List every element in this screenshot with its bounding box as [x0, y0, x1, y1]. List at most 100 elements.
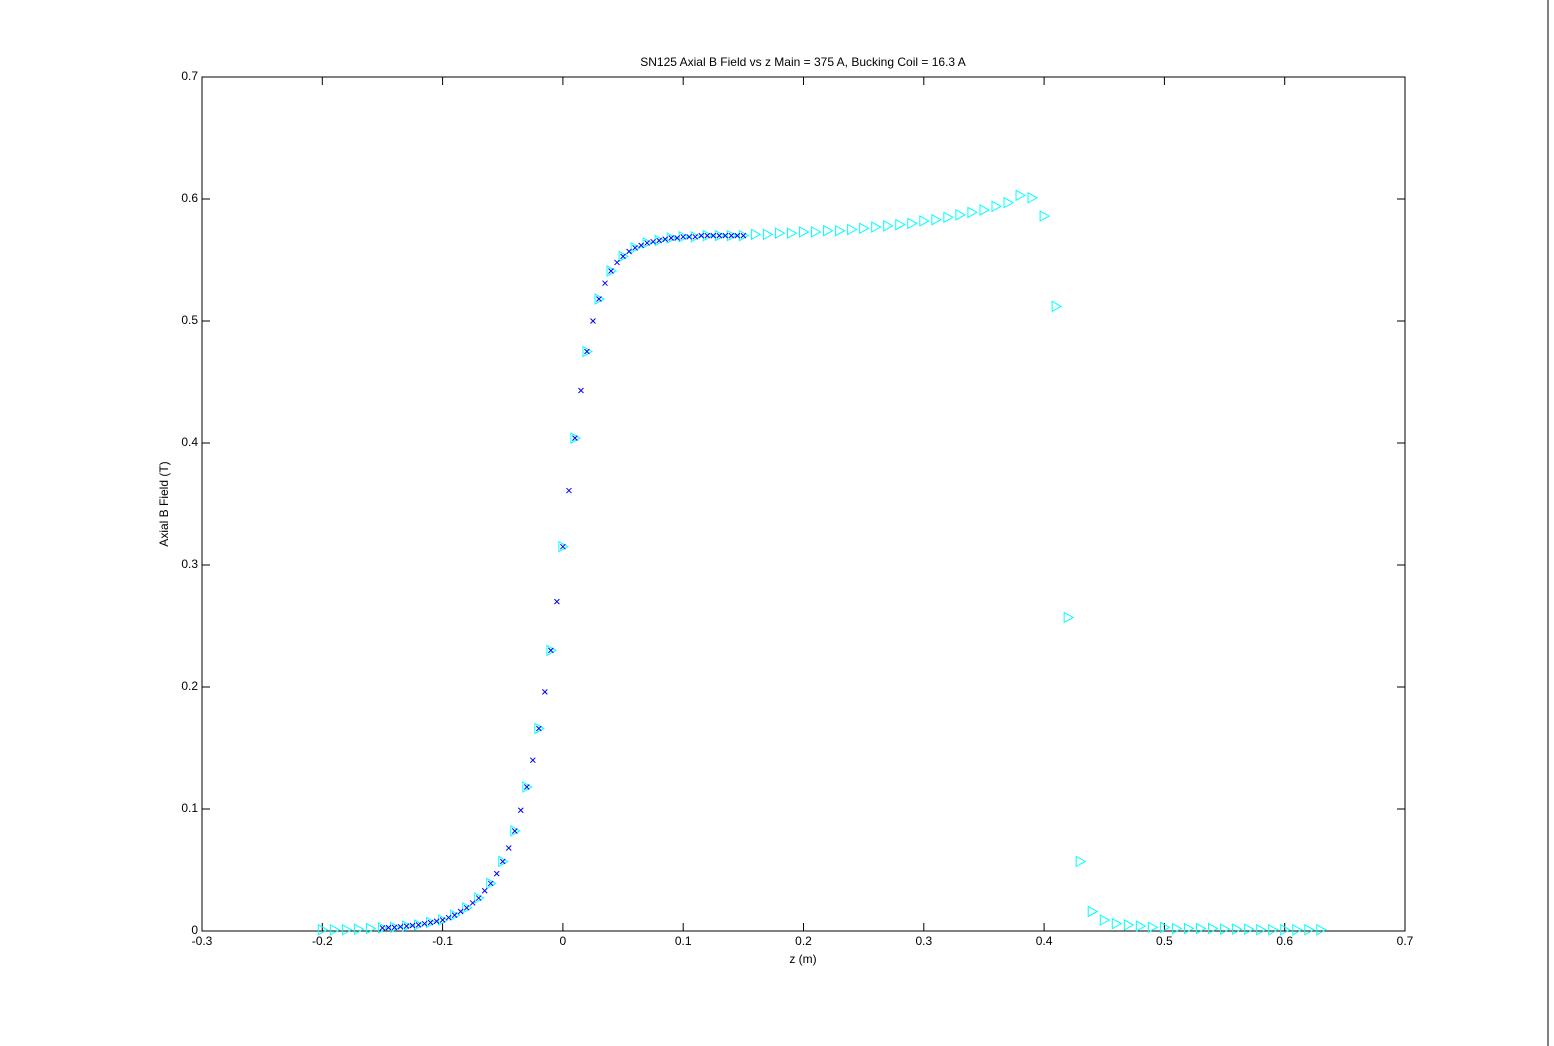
data-point: [728, 232, 735, 239]
data-point: [931, 213, 942, 226]
data-point: [548, 647, 554, 654]
data-point: [1003, 196, 1015, 209]
data-point: [907, 217, 918, 230]
data-point: [608, 268, 614, 274]
data-point: [662, 236, 669, 243]
data-point: [1063, 611, 1075, 624]
data-point: [426, 916, 437, 929]
data-point: [353, 923, 365, 936]
data-point: [680, 233, 687, 240]
data-point: [474, 892, 485, 904]
data-point: [511, 828, 518, 834]
x-tick-label: 0.4: [1036, 934, 1053, 948]
data-point: [991, 200, 1003, 213]
data-point: [1183, 922, 1195, 935]
y-tick-label: 0.5: [181, 313, 198, 327]
data-point: [1256, 923, 1267, 936]
y-tick-label: 0.3: [181, 557, 198, 571]
x-tick-label: 0.5: [1156, 934, 1173, 948]
data-point: [1147, 921, 1159, 934]
data-point: [1268, 923, 1279, 936]
data-point: [1111, 917, 1123, 930]
data-point: [632, 244, 638, 251]
data-point: [644, 240, 650, 246]
y-tick-label: 0.1: [181, 801, 198, 815]
data-point: [594, 293, 606, 305]
data-point: [560, 543, 566, 550]
data-point: [692, 233, 699, 240]
data-point: [1304, 923, 1315, 936]
data-point: [1280, 923, 1291, 936]
data-point: [1075, 855, 1087, 868]
y-tick-label: 0.4: [181, 435, 198, 449]
data-point: [883, 219, 894, 232]
data-point: [542, 689, 548, 695]
data-point: [409, 922, 416, 929]
data-point: [1027, 191, 1039, 204]
data-point: [486, 877, 497, 890]
data-point: [414, 919, 425, 931]
data-point: [895, 218, 906, 231]
data-point: [1039, 210, 1051, 222]
x-tick-label: 0.3: [915, 934, 932, 948]
chart-title: SN125 Axial B Field vs z Main = 375 A, B…: [640, 55, 966, 69]
data-point: [487, 880, 494, 887]
data-point: [385, 924, 392, 931]
data-point: [427, 919, 434, 926]
data-point: [1051, 300, 1063, 313]
data-point: [786, 227, 798, 240]
data-point: [919, 215, 930, 227]
data-point: [606, 265, 618, 277]
data-point: [774, 227, 786, 240]
data-point: [811, 226, 822, 238]
data-point: [365, 922, 377, 935]
x-axis-label: z (m): [789, 952, 816, 966]
data-point: [847, 223, 858, 236]
data-point: [726, 229, 738, 242]
data-point: [734, 232, 741, 239]
data-point: [397, 923, 404, 930]
data-point: [656, 237, 662, 244]
data-point: [618, 250, 630, 263]
data-point: [859, 222, 870, 235]
data-point: [451, 912, 458, 918]
x-tick-label: -0.1: [432, 934, 453, 948]
data-point: [505, 845, 512, 851]
axes-box: [201, 76, 1406, 932]
data-point: [535, 725, 542, 732]
data-point: [835, 224, 846, 237]
data-point: [475, 895, 482, 901]
data-point: [626, 248, 632, 255]
data-point: [1099, 914, 1111, 926]
data-point: [529, 757, 536, 764]
data-point: [493, 870, 500, 877]
data-point: [439, 917, 446, 923]
data-point: [554, 598, 560, 605]
data-point: [967, 206, 978, 219]
data-point: [668, 235, 675, 241]
data-point: [740, 232, 747, 239]
data-point: [379, 925, 386, 931]
data-point: [678, 230, 690, 243]
data-point: [738, 229, 750, 242]
data-point: [716, 232, 723, 239]
data-point: [433, 918, 440, 925]
y-axis-label: Axial B Field (T): [157, 461, 171, 546]
data-point: [1087, 905, 1099, 918]
data-point: [510, 825, 521, 837]
data-point: [457, 908, 464, 915]
x-tick-label: 0.7: [1397, 934, 1414, 948]
data-point: [498, 855, 509, 868]
data-point: [1316, 923, 1327, 936]
x-tick-label: 0: [560, 934, 567, 948]
x-tick-label: -0.2: [312, 934, 333, 948]
data-point: [1171, 922, 1183, 935]
data-point: [638, 242, 644, 249]
data-point: [666, 232, 678, 244]
data-point: [602, 280, 608, 287]
y-tick-label: 0.7: [181, 69, 198, 83]
data-point: [690, 230, 702, 243]
data-point: [523, 784, 530, 790]
data-point: [582, 345, 593, 358]
